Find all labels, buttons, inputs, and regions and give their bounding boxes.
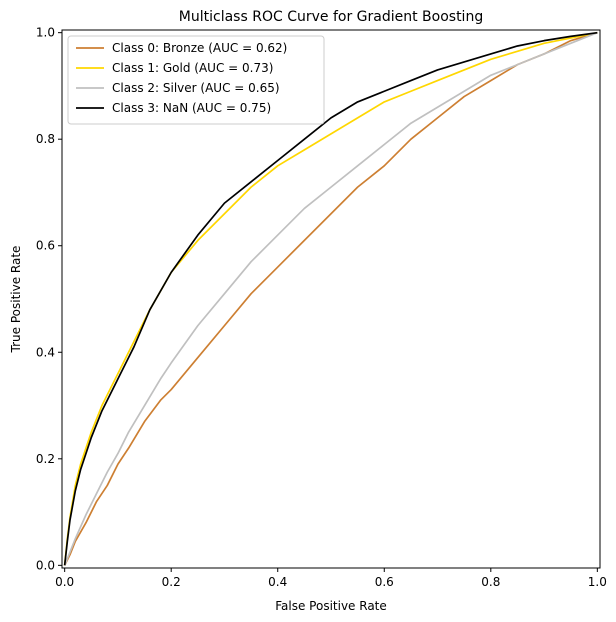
series-line-3 <box>63 31 598 566</box>
chart-title: Multiclass ROC Curve for Gradient Boosti… <box>179 9 483 25</box>
y-tick-label: 1.0 <box>36 26 55 40</box>
x-tick-label: 0.8 <box>481 575 500 589</box>
y-tick-label: 0.0 <box>36 558 55 572</box>
series-line-2 <box>63 31 598 566</box>
x-tick-label: 0.2 <box>162 575 181 589</box>
legend-box <box>67 35 325 125</box>
y-tick-label: 0.8 <box>36 132 55 146</box>
x-axis-ticks: 0.0 0.2 0.4 0.6 0.8 1.0 <box>55 568 607 589</box>
y-axis-label: True Positive Rate <box>9 246 23 354</box>
legend-entry: Class 3: NaN (AUC = 0.75) <box>112 101 271 115</box>
x-axis-label: False Positive Rate <box>275 599 387 613</box>
series-line-0 <box>63 31 598 566</box>
legend-entry: Class 2: Silver (AUC = 0.65) <box>112 81 280 95</box>
x-tick-label: 0.6 <box>375 575 394 589</box>
legend-entry: Class 1: Gold (AUC = 0.73) <box>112 61 273 75</box>
x-tick-label: 1.0 <box>588 575 607 589</box>
plot-lines <box>63 31 598 566</box>
y-axis-ticks: 0.0 0.2 0.4 0.6 0.8 1.0 <box>36 26 62 572</box>
legend-entry: Class 0: Bronze (AUC = 0.62) <box>112 41 287 55</box>
x-tick-label: 0.0 <box>55 575 74 589</box>
y-tick-label: 0.2 <box>36 452 55 466</box>
series-line-1 <box>63 31 598 566</box>
legend: Class 0: Bronze (AUC = 0.62) Class 1: Gol… <box>67 35 325 125</box>
y-tick-label: 0.4 <box>36 345 55 359</box>
y-tick-label: 0.6 <box>36 239 55 253</box>
plot-frame <box>61 29 601 569</box>
x-tick-label: 0.4 <box>268 575 287 589</box>
